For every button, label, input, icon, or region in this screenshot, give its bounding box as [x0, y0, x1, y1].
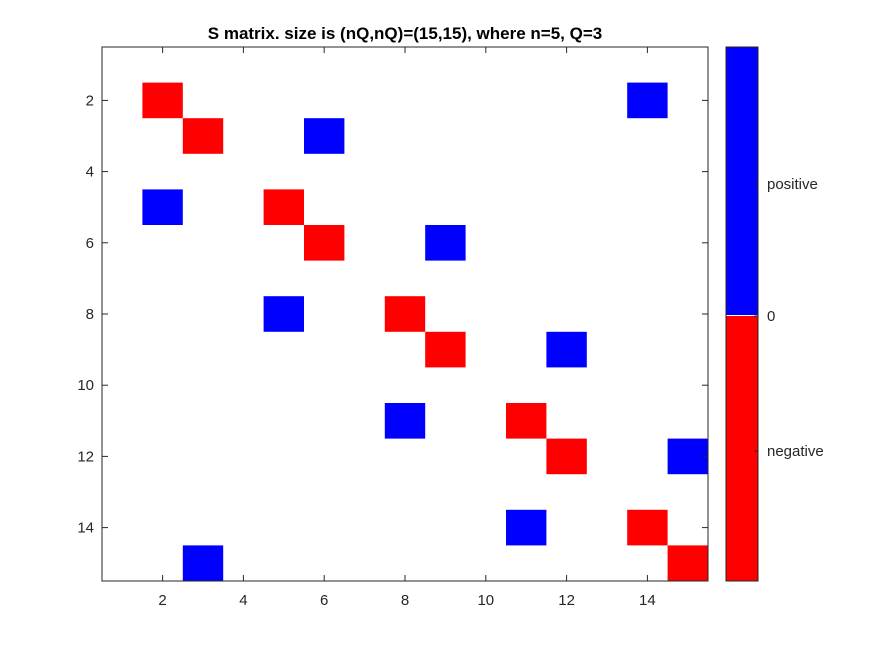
colorbar: positive 0 negative	[725, 46, 824, 582]
matrix-cell-r3-c3	[182, 118, 224, 154]
matrix-cell-r12-c12	[546, 438, 587, 475]
y-tick-label: 10	[77, 377, 94, 394]
matrix-cell-r11-c8	[384, 403, 426, 439]
colorbar-negative-segment	[726, 316, 758, 581]
colorbar-positive-segment	[726, 47, 758, 315]
colorbar-label-zero: 0	[767, 308, 775, 325]
y-tick-label: 14	[77, 520, 94, 537]
x-tick-label: 12	[558, 592, 575, 609]
matrix-cell-r15-c15	[667, 545, 708, 581]
matrix-cell-r11-c11	[506, 403, 547, 439]
x-tick-label: 6	[320, 592, 328, 609]
matrix-cell-r8-c8	[384, 296, 426, 332]
y-tick-label: 8	[86, 306, 94, 323]
matrix-cell-r2-c14	[627, 82, 668, 119]
matrix-cell-r12-c15	[667, 438, 708, 475]
colorbar-label-positive: positive	[767, 176, 818, 193]
x-tick-label: 10	[477, 592, 494, 609]
matrix-cell-r3-c6	[304, 118, 345, 154]
matrix-cell-r2-c2	[142, 82, 183, 119]
matrix-cell-r5-c2	[142, 189, 183, 225]
matrix-cell-r6-c6	[304, 225, 345, 261]
x-tick-label: 14	[639, 592, 656, 609]
matrix-cells	[142, 82, 708, 581]
x-tick-label: 8	[401, 592, 409, 609]
x-axis: 2 4 6 8 10 12 14	[158, 47, 656, 609]
matrix-cell-r8-c5	[263, 296, 304, 332]
plot-area: 2 4 6 8 10 12 14 2 4 6 8 10 12 14	[77, 46, 709, 609]
chart-title: S matrix. size is (nQ,nQ)=(15,15), where…	[208, 24, 602, 43]
x-tick-label: 2	[158, 592, 166, 609]
y-axis: 2 4 6 8 10 12 14	[77, 92, 708, 537]
matrix-cell-r15-c3	[182, 545, 224, 581]
y-tick-label: 2	[86, 92, 94, 109]
matrix-cell-r14-c11	[506, 509, 547, 546]
matrix-cell-r6-c9	[425, 225, 466, 261]
y-tick-label: 6	[86, 235, 94, 252]
matrix-cell-r5-c5	[263, 189, 304, 225]
colorbar-label-negative: negative	[767, 443, 824, 460]
matrix-cell-r9-c9	[425, 331, 466, 368]
y-tick-label: 12	[77, 448, 94, 465]
colorbar-frame	[725, 46, 759, 582]
y-tick-label: 4	[86, 164, 94, 181]
matrix-cell-r9-c12	[546, 331, 587, 368]
matrix-cell-r14-c14	[627, 509, 668, 546]
x-tick-label: 4	[239, 592, 247, 609]
